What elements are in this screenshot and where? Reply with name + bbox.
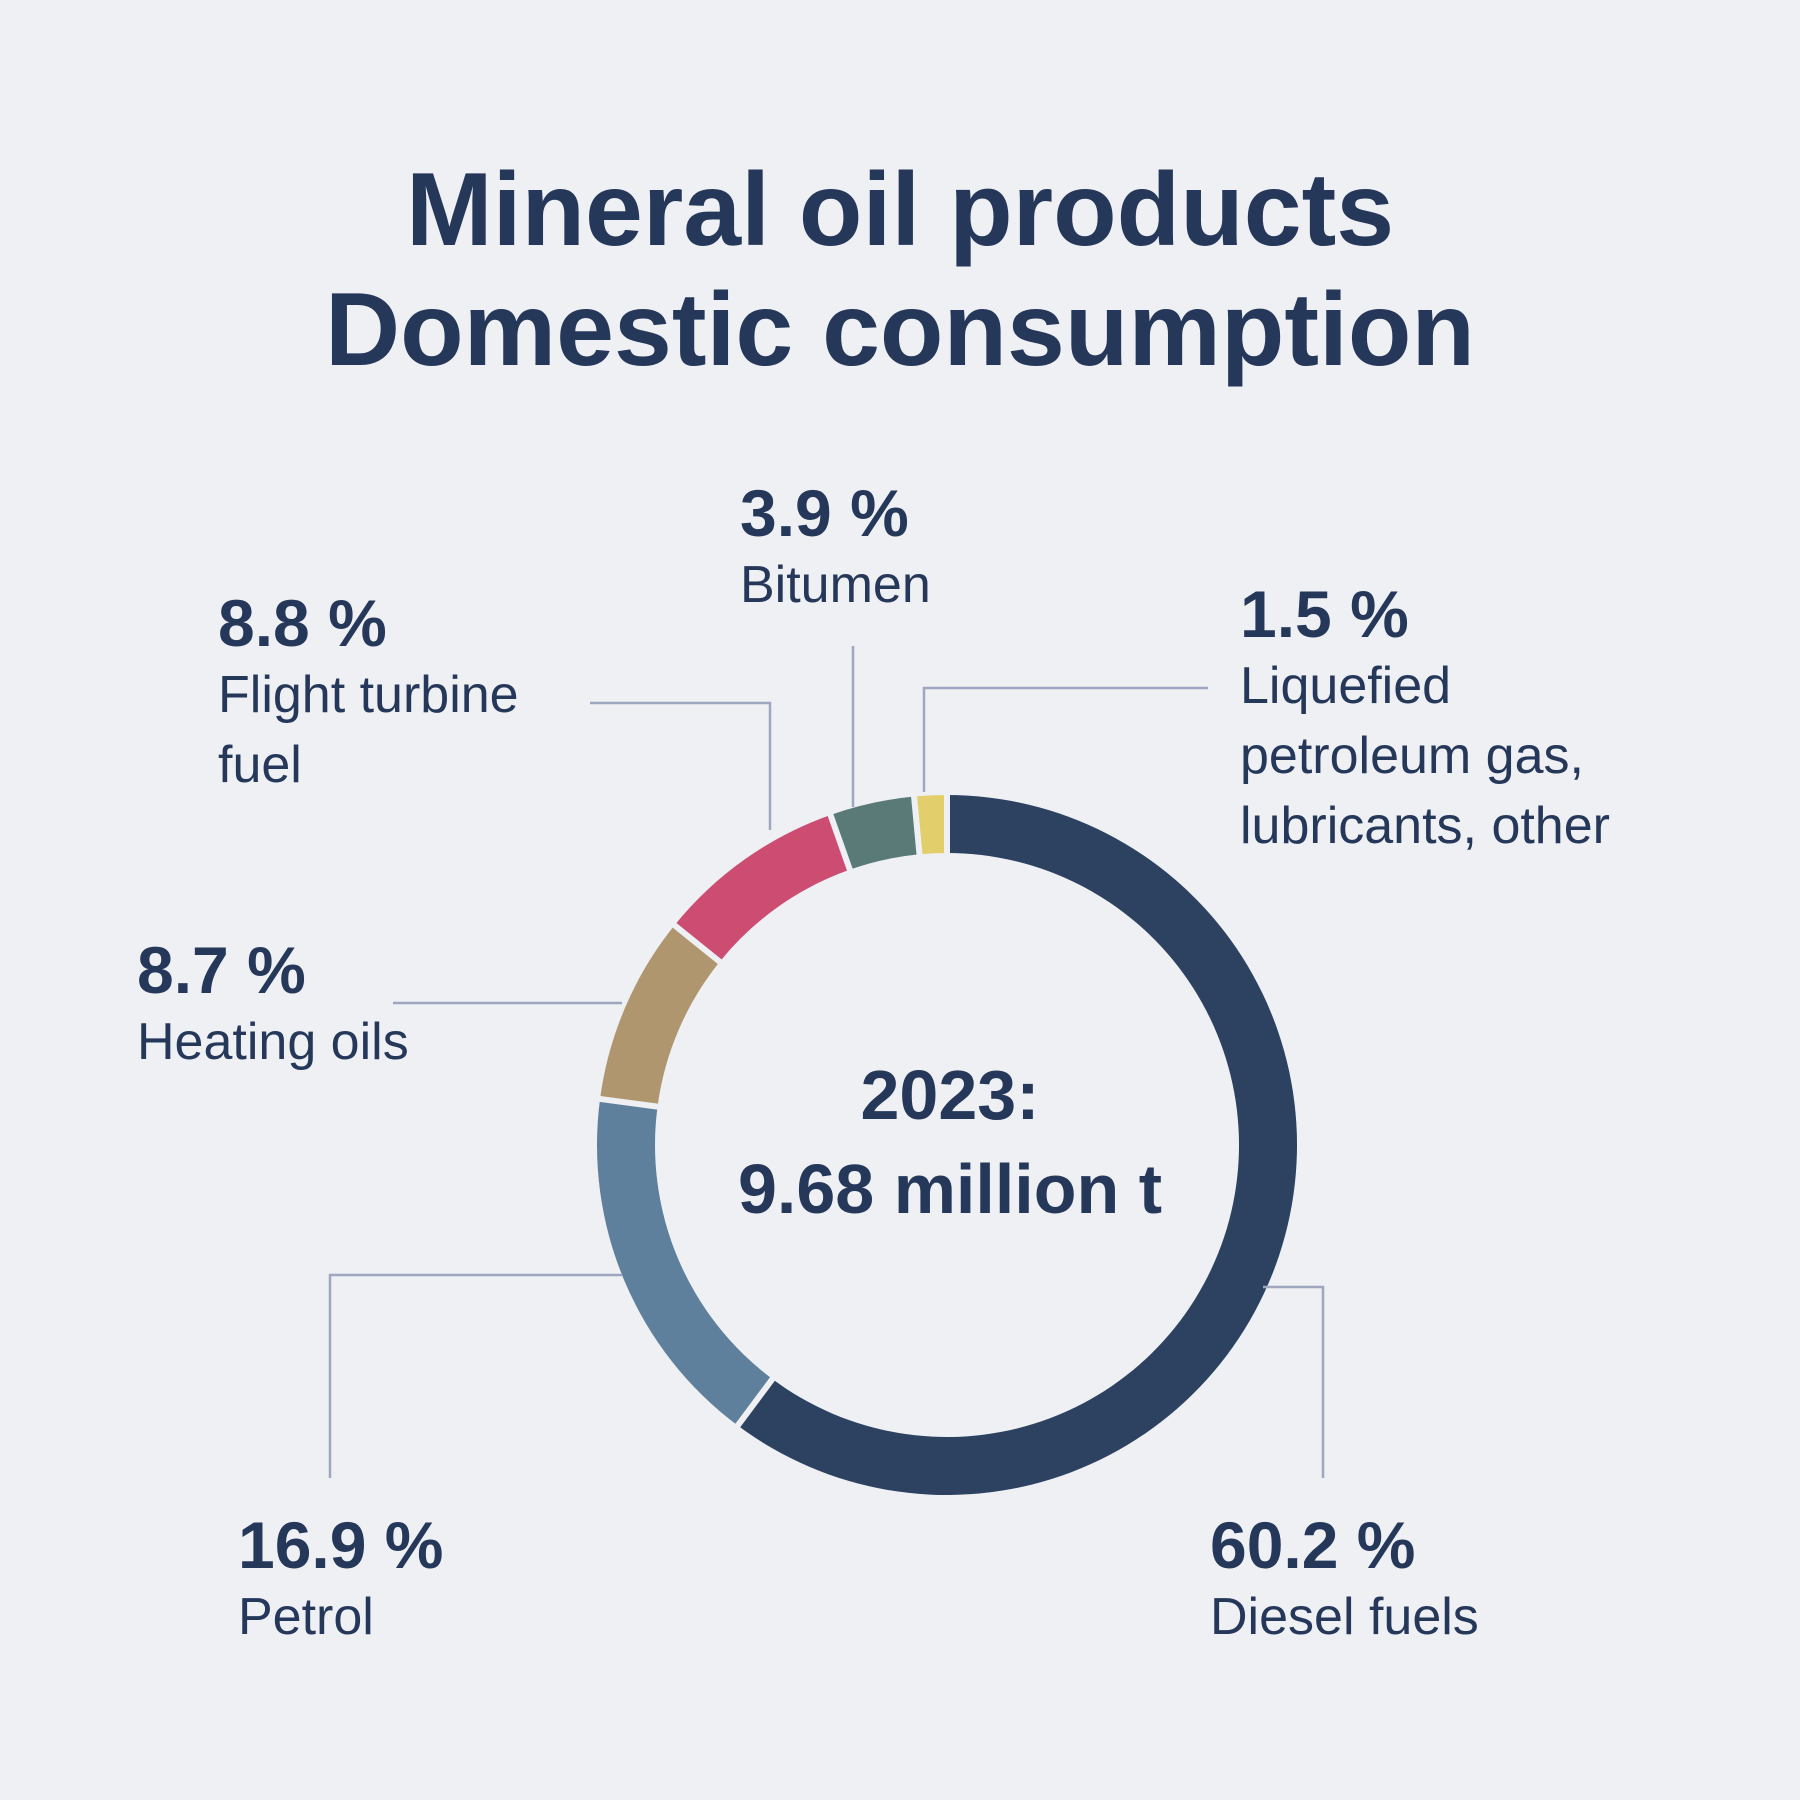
label-heating-oils: 8.7 % Heating oils <box>137 933 409 1077</box>
name-flight-turbine-fuel-line-2: fuel <box>218 736 302 794</box>
label-lpg-lubricants-other: 1.5 % Liquefied petroleum gas, lubricant… <box>1240 577 1610 861</box>
label-diesel-fuels: 60.2 % Diesel fuels <box>1210 1508 1479 1652</box>
pct-flight-turbine-fuel: 8.8 % <box>218 586 387 660</box>
pct-diesel-fuels: 60.2 % <box>1210 1508 1416 1582</box>
center-total: 9.68 million t <box>738 1150 1162 1228</box>
pct-petrol: 16.9 % <box>238 1508 444 1582</box>
name-diesel-fuels: Diesel fuels <box>1210 1588 1479 1646</box>
name-lpg-line-3: lubricants, other <box>1240 797 1610 855</box>
label-flight-turbine-fuel: 8.8 % Flight turbine fuel <box>218 586 519 800</box>
title-line-2: Domestic consumption <box>325 272 1475 388</box>
leader-line-flight-turbine-fuel <box>590 701 772 830</box>
label-bitumen: 3.9 % Bitumen <box>740 476 931 620</box>
leader-line-petrol <box>328 1273 622 1478</box>
title-line-1: Mineral oil products <box>405 152 1395 268</box>
leader-line-liquefied-petroleum-gas-lubricants-other <box>922 686 1208 792</box>
slice-separator <box>827 812 854 873</box>
label-petrol: 16.9 % Petrol <box>238 1508 443 1652</box>
slice-heating-oils <box>600 925 720 1107</box>
name-lpg-line-1: Liquefied <box>1240 657 1452 715</box>
name-flight-turbine-fuel-line-1: Flight turbine <box>218 666 519 724</box>
center-year: 2023: <box>860 1056 1040 1134</box>
name-petrol: Petrol <box>238 1588 374 1646</box>
slice-separator <box>910 794 923 857</box>
slice-diesel-fuels <box>737 795 1297 1495</box>
slice-petrol <box>597 1098 773 1426</box>
slice-separator <box>671 921 724 966</box>
name-bitumen: Bitumen <box>740 556 931 614</box>
slice-flight-turbine-fuel <box>674 814 850 962</box>
pct-bitumen: 3.9 % <box>740 476 909 550</box>
slice-liquefied-petroleum-gas-lubricants-other <box>914 795 947 855</box>
pct-lpg-lubricants-other: 1.5 % <box>1240 577 1409 651</box>
name-lpg-line-2: petroleum gas, <box>1240 727 1584 785</box>
donut-center-label: 2023: 9.68 million t <box>650 1048 1250 1236</box>
name-heating-oils: Heating oils <box>137 1013 409 1071</box>
slice-separator <box>734 1375 777 1429</box>
pct-heating-oils: 8.7 % <box>137 933 306 1007</box>
slice-separator <box>597 1095 660 1110</box>
chart-title: Mineral oil products Domestic consumptio… <box>0 150 1800 390</box>
slice-bitumen <box>830 796 920 870</box>
leader-line-diesel-fuels <box>1263 1285 1325 1478</box>
